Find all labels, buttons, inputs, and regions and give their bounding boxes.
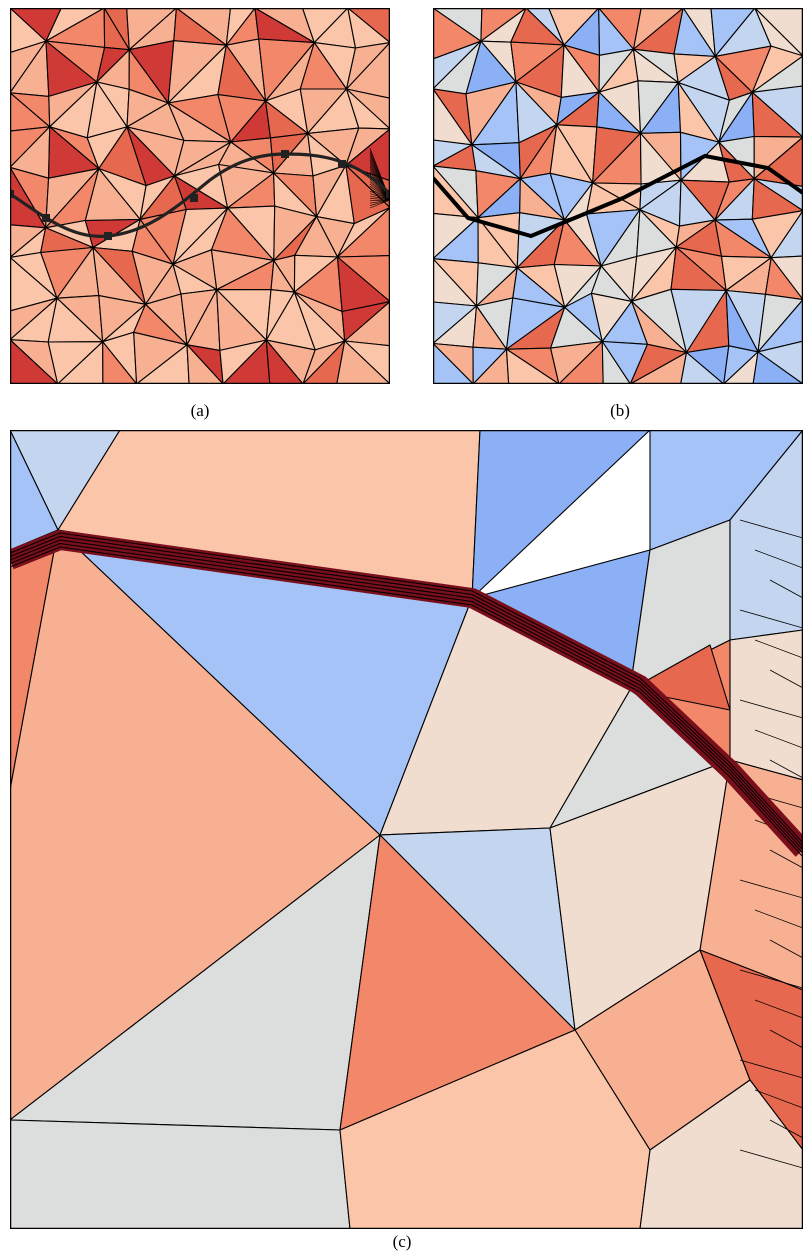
- refinement-edge: [739, 609, 803, 629]
- mesh-triangle: [601, 340, 631, 384]
- refinement-edge: [769, 1029, 803, 1049]
- boundary-layer-line: [10, 532, 803, 844]
- mesh-triangle: [752, 351, 803, 384]
- interface-curve: [10, 152, 390, 238]
- refinement-edge: [739, 1149, 803, 1169]
- boundary-layer-line: [10, 539, 803, 851]
- refinement-edge: [754, 549, 803, 569]
- refinement-edge: [769, 759, 803, 779]
- control-point-marker: [386, 190, 390, 198]
- refinement-edge: [369, 199, 390, 209]
- caption-b: (b): [610, 401, 630, 420]
- refinement-edge: [769, 1119, 803, 1139]
- mesh-triangle: [680, 351, 725, 384]
- mesh-triangle: [10, 1119, 351, 1229]
- mesh-triangle: [471, 430, 651, 599]
- refinement-edge: [754, 639, 803, 659]
- refinement-edge: [369, 199, 390, 202]
- control-point-marker: [104, 232, 112, 240]
- refinement-edge: [754, 1089, 803, 1109]
- control-point-marker: [338, 160, 346, 168]
- mesh-triangle: [639, 1079, 803, 1229]
- refinement-edge: [739, 1059, 803, 1079]
- refinement-edge: [769, 849, 803, 869]
- mesh-triangle: [699, 949, 803, 1151]
- mesh-triangle: [505, 348, 560, 384]
- refinement-edge: [369, 190, 390, 201]
- caption-a: (a): [190, 401, 210, 420]
- mesh-panel-b: [433, 8, 803, 384]
- mesh-triangle: [433, 342, 474, 384]
- mesh-triangle: [265, 339, 304, 384]
- refinement-edge: [739, 969, 803, 989]
- refinement-edge: [739, 699, 803, 719]
- mesh-panel-a: [10, 8, 390, 384]
- refinement-edge: [369, 199, 390, 204]
- mesh-triangle: [10, 339, 59, 384]
- mesh-triangle: [336, 340, 390, 384]
- boundary-layer-line: [10, 535, 803, 847]
- refinement-edge: [754, 909, 803, 929]
- boundary-layer-line: [10, 542, 803, 854]
- mesh-triangle: [729, 430, 803, 641]
- refinement-edge: [754, 729, 803, 749]
- refinement-edge: [769, 579, 803, 599]
- mesh-triangle: [729, 629, 803, 781]
- refinement-edge: [769, 939, 803, 959]
- control-point-marker: [10, 190, 14, 198]
- refinement-edge: [739, 519, 803, 539]
- mesh-panel-c: [10, 430, 803, 1229]
- refinement-edge: [769, 669, 803, 689]
- control-point-marker: [281, 150, 289, 158]
- boundary-layer-line: [10, 546, 803, 858]
- refinement-edge: [369, 198, 390, 201]
- caption-c: (c): [392, 1232, 412, 1251]
- panel-border: [10, 8, 390, 384]
- mesh-triangle: [102, 341, 138, 384]
- control-point-marker: [190, 194, 198, 202]
- refinement-edge: [739, 879, 803, 899]
- control-point-marker: [42, 214, 50, 222]
- refinement-edge: [369, 193, 390, 201]
- refinement-edge: [369, 195, 390, 201]
- interface-polyline: [433, 153, 803, 239]
- refinement-edge: [369, 199, 390, 206]
- refinement-edge: [754, 999, 803, 1019]
- refinement-edge: [369, 188, 390, 201]
- mesh-triangle: [186, 344, 224, 384]
